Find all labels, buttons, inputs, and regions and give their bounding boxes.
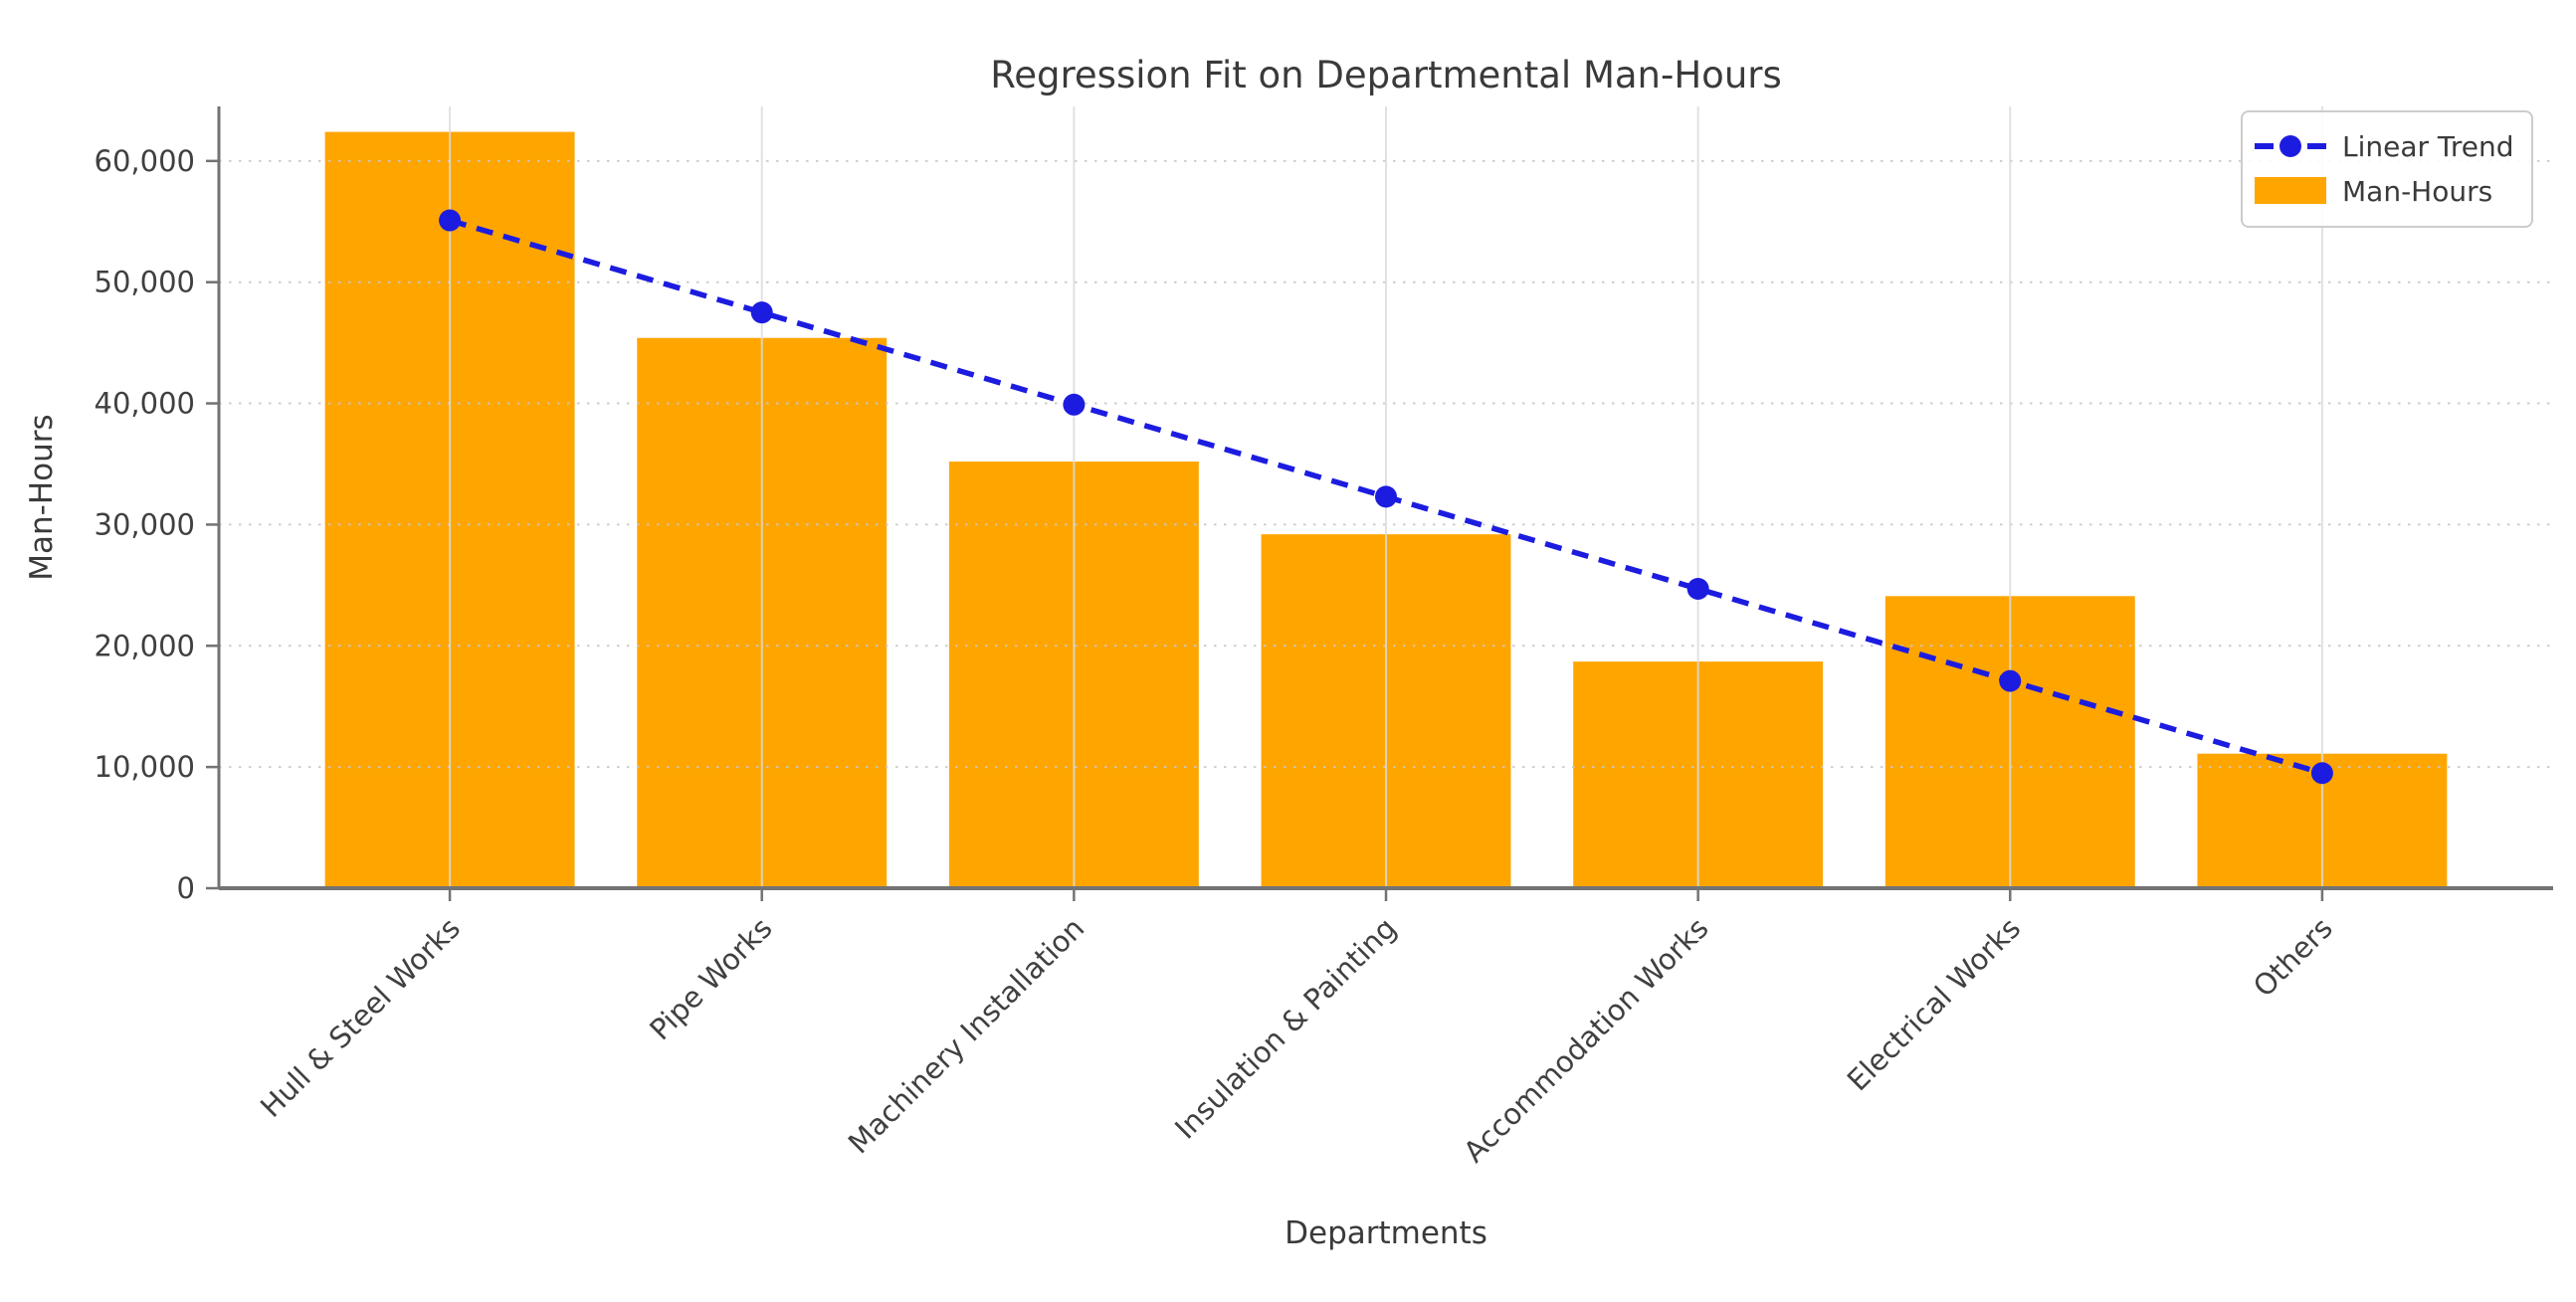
legend-box (2241, 110, 2533, 228)
legend-entry-man-hours: Man-Hours (2255, 175, 2492, 208)
x-tick-label-hull-steel-works: Hull & Steel Works (254, 911, 467, 1124)
legend-label-man-hours: Man-Hours (2342, 175, 2492, 208)
legend-entry-linear-trend: Linear Trend (2255, 130, 2514, 163)
legend-label-linear-trend: Linear Trend (2342, 130, 2514, 163)
y-tick-label-30000: 30,000 (95, 507, 195, 541)
y-tick-label-20000: 20,000 (95, 629, 195, 662)
x-tick-labels-group: Hull & Steel Works Pipe Works Machinery In… (254, 911, 2339, 1169)
chart-title: Regression Fit on Departmental Man-Hours (990, 54, 1782, 96)
trend-point-hull-steel-works (439, 209, 462, 232)
axes-group (206, 106, 2553, 901)
legend-trend-marker-icon (2279, 135, 2301, 157)
y-tick-label-60000: 60,000 (95, 144, 195, 178)
y-tick-labels-group: 0 10,000 20,000 30,000 40,000 50,000 60,000 (95, 144, 195, 905)
x-tick-label-pipe-works: Pipe Works (643, 911, 778, 1046)
y-axis-label: Man-Hours (24, 414, 60, 580)
trend-point-accommodation-works (1686, 578, 1709, 601)
y-tick-label-50000: 50,000 (95, 266, 195, 299)
trend-point-insulation-painting (1375, 485, 1397, 508)
x-tick-label-accommodation-works: Accommodation Works (1457, 911, 1714, 1169)
x-tick-label-others: Others (2247, 911, 2339, 1004)
x-tick-label-machinery-installation: Machinery Installation (842, 911, 1091, 1161)
legend: Linear Trend Man-Hours (2241, 110, 2533, 228)
x-tick-label-insulation-painting: Insulation & Painting (1168, 911, 1403, 1146)
trend-point-pipe-works (750, 301, 773, 324)
trend-line-group (439, 209, 2333, 785)
y-tick-label-10000: 10,000 (95, 750, 195, 784)
trend-point-machinery-installation (1063, 393, 1086, 416)
trend-point-electrical-works (1999, 669, 2022, 692)
trend-point-others (2310, 762, 2333, 785)
gridlines-group (219, 106, 2553, 888)
legend-bar-swatch-icon (2255, 177, 2326, 204)
y-tick-label-0: 0 (177, 871, 195, 905)
x-tick-label-electrical-works: Electrical Works (1841, 911, 2027, 1097)
y-tick-label-40000: 40,000 (95, 387, 195, 421)
x-axis-label: Departments (1285, 1215, 1487, 1251)
